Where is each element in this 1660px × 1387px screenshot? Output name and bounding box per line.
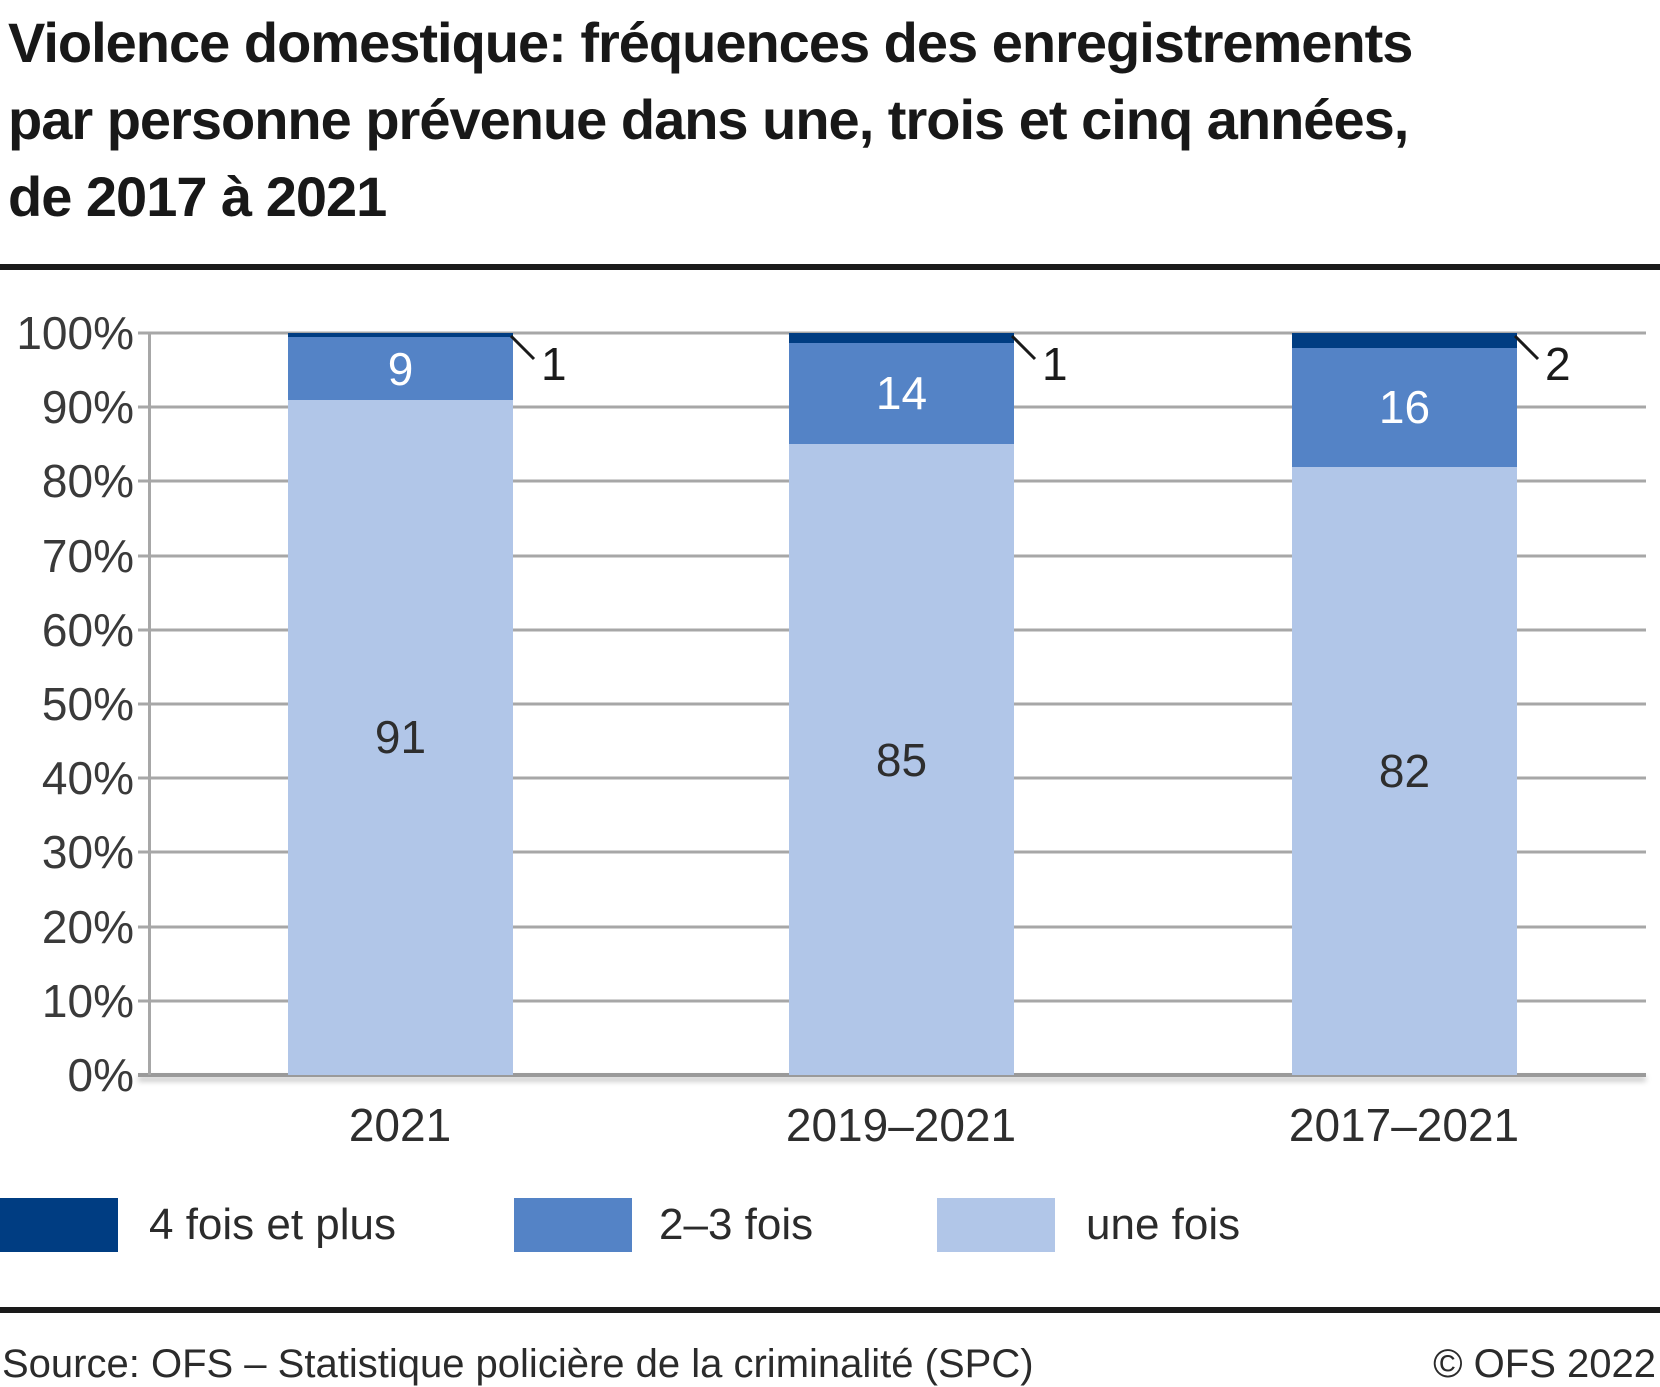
y-axis-tick-label: 10% (41, 974, 134, 1027)
callout-value-label: 2 (1545, 338, 1571, 390)
segment-value-label: 85 (875, 733, 928, 786)
x-axis-label-2021: 2021 (348, 1099, 452, 1151)
segment-value-label: 82 (1378, 744, 1431, 797)
y-axis-tick-label: 80% (41, 455, 134, 508)
segment-2-3-fois: 9 (288, 337, 513, 400)
gridline (138, 331, 1646, 335)
bar-2021: 91 9 1 (288, 333, 567, 1075)
legend-swatch-une-fois (937, 1198, 1055, 1252)
y-axis-tick-label: 70% (41, 529, 134, 582)
source-text: Source: OFS – Statistique policière de l… (2, 1342, 1034, 1386)
y-axis-tick-label: 0% (67, 1049, 134, 1101)
plot-area: 100% 90% 80% 70% 60% 50% 40% 30% 20% 10% 0% 91 9 1… (16, 310, 1646, 1151)
callout-leader-line (1513, 334, 1540, 361)
chart-title-line-1: Violence domestique: fréquences des enre… (8, 11, 1413, 74)
callout-leader-line (1010, 334, 1037, 361)
segment-une-fois: 85 (789, 444, 1014, 1075)
x-axis-label-2017-2021: 2017–2021 (1288, 1099, 1520, 1151)
segment-value-label: 9 (387, 342, 414, 395)
copyright-text: © OFS 2022 (1433, 1342, 1656, 1386)
legend-swatch-4-fois-et-plus (0, 1198, 118, 1252)
legend-label-2-3-fois: 2–3 fois (659, 1200, 814, 1249)
callout-2017-2021: 2 (1513, 333, 1627, 403)
y-axis-tick-label: 50% (41, 678, 134, 730)
legend: 4 fois et plus 2–3 fois une fois (0, 1198, 1660, 1252)
chart-title-line-2: par personne prévenue dans une, trois et… (8, 88, 1409, 151)
callout-value-label: 1 (541, 338, 567, 390)
y-axis-tick-label: 30% (41, 826, 134, 879)
segment-4-fois-et-plus (789, 333, 1014, 343)
x-axis-label-2019-2021: 2019–2021 (785, 1099, 1017, 1151)
segment-value-label: 14 (875, 367, 928, 420)
chart-title: Violence domestique: fréquences des enre… (8, 4, 1413, 235)
legend-label-une-fois: une fois (1086, 1200, 1241, 1249)
callout-value-label: 1 (1042, 338, 1068, 390)
legend-swatch-2-3-fois (514, 1198, 632, 1252)
legend-label-4-fois-et-plus: 4 fois et plus (149, 1200, 397, 1249)
y-axis-tick-label: 60% (41, 603, 134, 656)
segment-4-fois-et-plus (288, 333, 513, 338)
bar-2017-2021: 82 16 2 (1292, 333, 1571, 1075)
segment-value-label: 16 (1378, 381, 1431, 434)
title-divider (0, 264, 1660, 270)
y-axis-line (148, 333, 151, 1075)
segment-value-label: 91 (374, 711, 427, 764)
callout-2019-2021: 1 (1010, 333, 1124, 403)
y-axis-tick-label: 100% (16, 307, 134, 359)
segment-2-3-fois: 14 (789, 342, 1014, 445)
segment-4-fois-et-plus (1292, 333, 1517, 348)
segment-une-fois: 82 (1292, 466, 1517, 1075)
footer-divider (0, 1307, 1660, 1313)
footer: Source: OFS – Statistique policière de l… (0, 1340, 1660, 1387)
y-axis-labels: 100% 90% 80% 70% 60% 50% 40% 30% 20% 10% 0% (0, 310, 140, 1098)
y-axis-tick-label: 90% (41, 381, 134, 434)
bar-2019-2021: 85 14 1 (789, 333, 1068, 1075)
segment-une-fois: 91 (288, 399, 513, 1075)
callout-2021: 1 (509, 333, 623, 403)
callout-leader-line (509, 334, 536, 361)
y-axis-tick-label: 40% (41, 752, 134, 805)
gridline (138, 1073, 1646, 1077)
segment-2-3-fois: 16 (1292, 347, 1517, 467)
y-axis-tick-label: 20% (41, 900, 134, 953)
chart-title-line-3: de 2017 à 2021 (8, 165, 387, 228)
